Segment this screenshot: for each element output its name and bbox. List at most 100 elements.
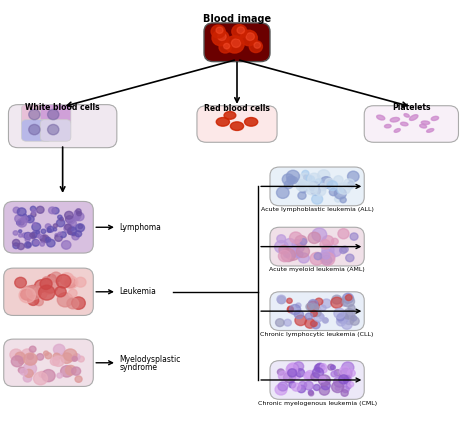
Circle shape	[294, 243, 304, 252]
Circle shape	[52, 207, 59, 214]
Circle shape	[347, 369, 356, 377]
Circle shape	[276, 187, 289, 198]
Circle shape	[295, 315, 306, 326]
Circle shape	[342, 386, 349, 393]
FancyBboxPatch shape	[270, 227, 364, 266]
Circle shape	[69, 220, 76, 227]
Circle shape	[21, 349, 33, 360]
Circle shape	[347, 171, 359, 182]
Circle shape	[219, 42, 231, 53]
Circle shape	[72, 356, 77, 361]
Circle shape	[57, 373, 63, 378]
Circle shape	[322, 318, 328, 323]
Circle shape	[321, 381, 330, 390]
Circle shape	[78, 356, 84, 362]
Circle shape	[54, 344, 65, 355]
Circle shape	[61, 353, 73, 363]
Circle shape	[334, 370, 341, 376]
Circle shape	[68, 231, 72, 234]
Circle shape	[296, 180, 308, 190]
Circle shape	[321, 299, 331, 308]
Circle shape	[36, 230, 39, 234]
Circle shape	[309, 300, 318, 308]
Circle shape	[47, 229, 51, 233]
Circle shape	[338, 183, 350, 194]
Circle shape	[319, 375, 330, 386]
FancyBboxPatch shape	[40, 105, 71, 126]
Circle shape	[65, 365, 76, 375]
Circle shape	[12, 239, 20, 246]
Circle shape	[319, 314, 324, 319]
Circle shape	[283, 372, 296, 383]
Circle shape	[290, 304, 301, 315]
Circle shape	[231, 39, 241, 48]
Circle shape	[325, 178, 334, 186]
Circle shape	[296, 303, 301, 308]
Circle shape	[69, 216, 74, 221]
Circle shape	[307, 301, 319, 312]
Circle shape	[306, 184, 318, 195]
FancyBboxPatch shape	[21, 105, 52, 126]
Text: Chronic lymphocytic leukemia (CLL): Chronic lymphocytic leukemia (CLL)	[260, 332, 374, 337]
Circle shape	[342, 296, 355, 307]
Circle shape	[315, 179, 322, 185]
Circle shape	[320, 367, 327, 373]
FancyBboxPatch shape	[270, 361, 364, 399]
Circle shape	[47, 226, 54, 232]
Circle shape	[321, 255, 332, 265]
Circle shape	[74, 216, 79, 221]
Circle shape	[211, 25, 225, 38]
Circle shape	[40, 236, 47, 242]
Circle shape	[41, 229, 46, 233]
Text: Acute myeloid leukemia (AML): Acute myeloid leukemia (AML)	[269, 267, 365, 272]
Circle shape	[346, 310, 353, 318]
Circle shape	[20, 368, 27, 375]
Circle shape	[24, 233, 32, 239]
Circle shape	[334, 377, 345, 387]
Text: Leukemia: Leukemia	[119, 287, 156, 296]
Circle shape	[341, 390, 348, 396]
Circle shape	[322, 236, 334, 246]
Circle shape	[26, 215, 34, 223]
Circle shape	[277, 235, 286, 243]
Circle shape	[348, 382, 354, 387]
Circle shape	[312, 368, 324, 378]
Circle shape	[286, 364, 298, 375]
Circle shape	[31, 232, 37, 238]
Text: Blood image: Blood image	[203, 13, 271, 23]
Circle shape	[64, 224, 71, 230]
Circle shape	[18, 243, 24, 249]
Ellipse shape	[224, 112, 236, 119]
Circle shape	[18, 234, 23, 237]
Circle shape	[339, 375, 348, 384]
Circle shape	[320, 252, 335, 265]
Circle shape	[254, 42, 261, 48]
Circle shape	[53, 224, 57, 228]
Circle shape	[310, 184, 318, 191]
Circle shape	[332, 381, 344, 393]
Circle shape	[286, 170, 300, 182]
Circle shape	[274, 241, 288, 253]
Circle shape	[29, 124, 40, 135]
Circle shape	[33, 287, 47, 300]
Circle shape	[290, 232, 302, 243]
Circle shape	[73, 213, 81, 220]
Circle shape	[75, 277, 86, 287]
Circle shape	[24, 217, 30, 222]
Text: Platelets: Platelets	[392, 103, 430, 112]
FancyBboxPatch shape	[270, 167, 364, 206]
Circle shape	[314, 253, 322, 260]
Circle shape	[277, 295, 286, 303]
Circle shape	[322, 252, 330, 259]
Circle shape	[26, 355, 36, 364]
Circle shape	[38, 285, 55, 300]
Circle shape	[278, 382, 288, 391]
Circle shape	[340, 197, 346, 203]
Circle shape	[32, 230, 40, 238]
Circle shape	[27, 354, 33, 359]
Circle shape	[13, 207, 20, 213]
Circle shape	[308, 232, 320, 243]
Circle shape	[315, 186, 326, 196]
Circle shape	[343, 179, 355, 189]
Circle shape	[33, 223, 36, 225]
